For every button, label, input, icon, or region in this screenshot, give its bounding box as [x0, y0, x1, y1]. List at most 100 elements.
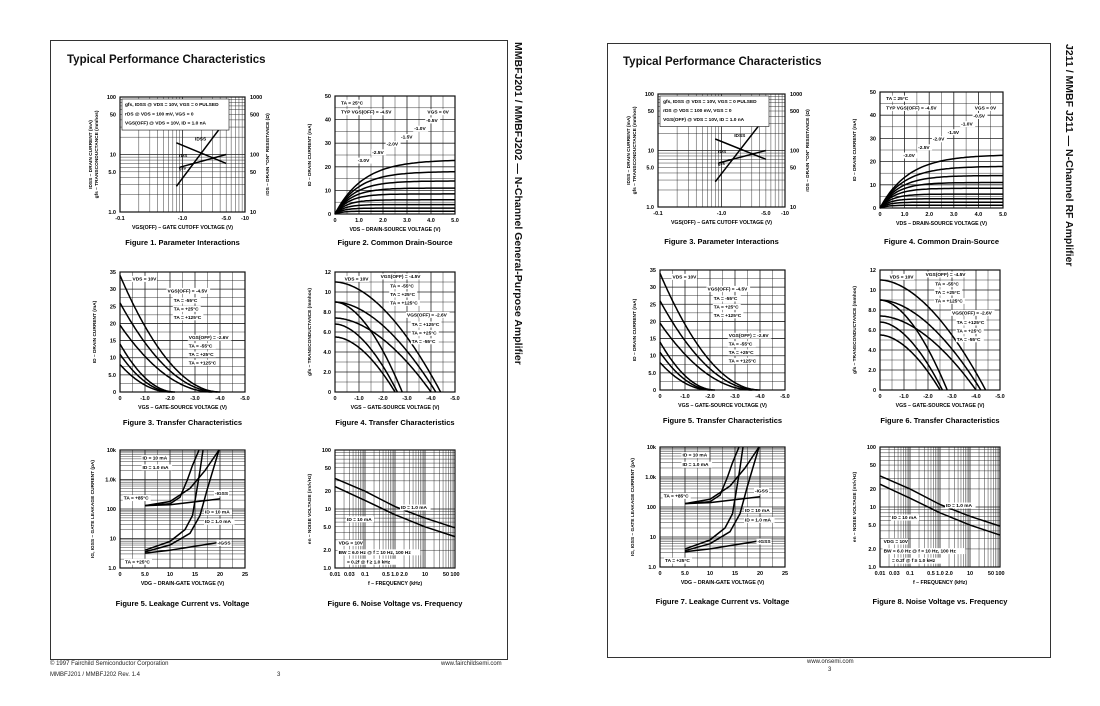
annotation-bg: [955, 327, 984, 334]
annotation-bg: [712, 303, 741, 310]
y-tick-label: 1.0k: [105, 478, 117, 484]
annotation-bg: [671, 273, 697, 280]
x-tick-label: 0: [333, 218, 336, 224]
data-curve: [144, 449, 204, 551]
y-tick-label: 10: [648, 149, 654, 155]
footer-page-number: 3: [828, 667, 832, 673]
x-tick-label: -1.0: [680, 394, 689, 400]
y-tick-label: 5.0: [108, 373, 116, 379]
annotation-label: VGS(OFF) @ VDS = 10V, ID = 1.0 nA: [663, 117, 745, 123]
y-tick-label: 100: [322, 448, 331, 454]
annotation-bg: [371, 149, 387, 156]
annotation-bg: [337, 549, 421, 556]
annotation-label: VGS(OFF) @ VDS = 10V, ID = 1.0 nA: [125, 121, 207, 127]
data-curve: [334, 477, 456, 529]
annotation-label: -3.0V: [358, 158, 370, 164]
annotation-bg: [425, 117, 441, 124]
figure-3-chart: 0 -1.0 -2.0 -3.0 -4.0 -5.0 0 5.0 10 15 20 25 30 35 VGS…: [92, 270, 250, 427]
y-tick-label: 50: [870, 463, 876, 469]
annotation-bg: [681, 452, 710, 459]
y-tick-label: 0: [653, 388, 656, 394]
y-tick-label: 0: [873, 388, 876, 394]
annotation-label: VDG = 10V: [339, 540, 364, 546]
y-axis-label: ID – DRAIN CURRENT (mA): [852, 118, 858, 181]
x-axis-label: VDS – DRAIN-SOURCE VOLTAGE (V): [350, 227, 441, 233]
y2-tick-label: 500: [790, 109, 799, 115]
y-tick-label: 1.0: [646, 205, 654, 211]
annotation-label: rDS @ VDS = 100 mV, VGS = 0: [663, 108, 732, 114]
x-tick-label: 5.0: [451, 218, 459, 224]
annotation-bg: [727, 357, 759, 364]
annotation-bg: [346, 516, 374, 523]
annotation-bg: [891, 514, 919, 521]
annotation-label: ID = 10 mA: [745, 508, 770, 514]
footer-revision: MMBFJ201 / MMBFJ202 Rev. 1.4: [50, 672, 140, 678]
annotation-label: TA = -55°C: [189, 344, 213, 350]
section-heading: Typical Performance Characteristics: [67, 54, 266, 66]
y-tick-label: 10: [110, 356, 116, 362]
data-curve: [879, 165, 1003, 209]
annotation-label: VDS = 10V: [890, 274, 915, 280]
y-tick-label: 10: [870, 183, 876, 189]
y-tick-label: 1.0k: [645, 475, 657, 481]
annotation-bg: [187, 343, 216, 350]
y-tick-label: 0: [328, 212, 331, 218]
footer-page-number: 3: [277, 672, 281, 678]
annotation-bg: [955, 319, 987, 326]
figure-1-chart: -0.1 -1.0 -5.0 -10 1.0 5.0 10 50 100 10 50 100 500 10…: [88, 95, 271, 247]
figure-6-chart: 0.01 0.03 0.1 0.5 1.0 2.0 10 50 1001.02.05.01020…: [307, 448, 463, 608]
x-tick-label: 50: [443, 572, 449, 578]
annotation-bg: [131, 275, 157, 282]
figure-caption: Figure 6. Transfer Characteristics: [880, 416, 999, 425]
y2-tick-label: 1000: [790, 92, 802, 98]
y-tick-label: 10: [325, 188, 331, 194]
annotation-label: TA = +125°C: [412, 322, 440, 328]
annotation-label: VGS(OFF) = -2.6V: [729, 333, 770, 339]
x-tick-label: -3.0: [947, 394, 956, 400]
figure-caption: Figure 4. Common Drain-Source: [884, 237, 999, 246]
y-tick-label: 1.0: [323, 566, 331, 572]
annotation-label: = 0.2f @ f ≥ 1.0 kHz: [347, 559, 391, 565]
data-curve: [334, 171, 455, 215]
x-tick-label: 2.0: [925, 212, 933, 218]
data-curve: [144, 541, 221, 554]
annotation-label: TA = -55°C: [714, 296, 738, 302]
annotation-bg: [343, 275, 369, 282]
y-tick-label: 5.0: [648, 371, 656, 377]
annotation-bg: [340, 99, 366, 106]
y-axis-label: gfs – TRANSCONDUCTANCE (mmhos): [94, 110, 100, 198]
annotation-bg: [406, 311, 450, 318]
annotation-bg: [945, 502, 976, 509]
x-tick-label: -0.1: [653, 211, 662, 217]
annotation-bg: [727, 341, 756, 348]
data-curve: [659, 300, 758, 391]
x-tick-label: -3.0: [730, 394, 739, 400]
annotation-label: -IGSS: [215, 491, 229, 497]
annotation-bg: [122, 495, 151, 502]
x-tick-label: -1.0: [717, 211, 726, 217]
annotation-label: -IGSS: [218, 540, 232, 546]
x-tick-label: 1.0: [936, 571, 944, 577]
y-tick-label: 12: [870, 268, 876, 274]
figure-2-chart: 0 1.0 2.0 3.0 4.0 5.0 0 10 20 30 40 50 VDS – DRAIN-S…: [852, 90, 1007, 246]
annotation-label: VGS(OFF) = -4.5V: [168, 288, 209, 294]
annotation-label: ID = 10 mA: [892, 515, 917, 521]
annotation-label: ID = 1.0 mA: [946, 503, 973, 509]
annotation-label: rDS: [718, 149, 727, 155]
figure-caption: Figure 5. Transfer Characteristics: [663, 416, 782, 425]
annotation-label: -1.5V: [948, 130, 960, 136]
y-tick-label: 25: [650, 302, 656, 308]
x-tick-label: 0.01: [875, 571, 886, 577]
x-tick-label: 5.0: [681, 571, 689, 577]
annotation-bg: [426, 109, 450, 116]
y2-tick-label: 100: [790, 149, 799, 155]
annotation-label: -0.5V: [426, 118, 438, 124]
y-tick-label: 8.0: [323, 310, 331, 316]
annotation-bg: [337, 539, 363, 546]
annotation-bg: [885, 95, 911, 102]
x-tick-label: 1.0: [355, 218, 363, 224]
annotation-label: VDS = 10V: [673, 274, 698, 280]
y-tick-label: 50: [648, 109, 654, 115]
annotation-label: gfs: [718, 161, 726, 167]
x-axis-label: VDG – DRAIN-GATE VOLTAGE (V): [141, 581, 225, 587]
